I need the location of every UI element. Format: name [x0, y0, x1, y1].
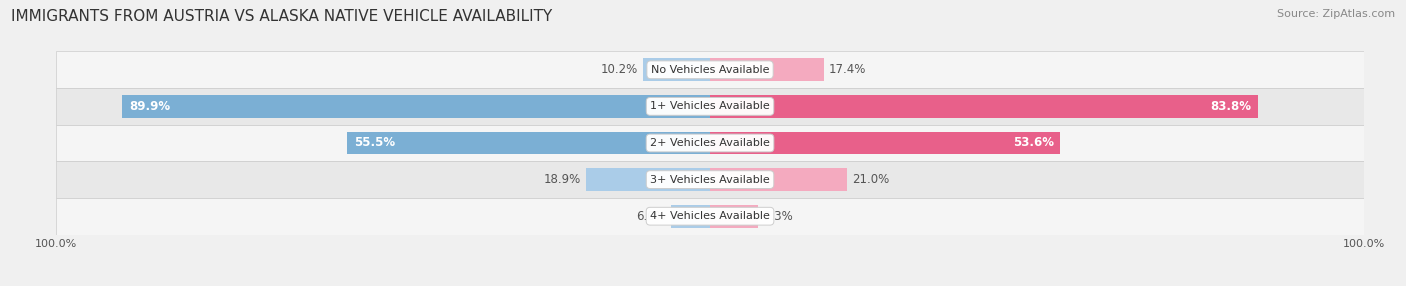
Bar [710, 95, 1258, 118]
Text: Source: ZipAtlas.com: Source: ZipAtlas.com [1277, 9, 1395, 19]
Text: 4+ Vehicles Available: 4+ Vehicles Available [650, 211, 770, 221]
Bar [56, 125, 1364, 161]
Bar [710, 58, 824, 81]
Text: 2+ Vehicles Available: 2+ Vehicles Available [650, 138, 770, 148]
Bar [710, 168, 848, 191]
Text: 7.3%: 7.3% [763, 210, 793, 223]
Bar [644, 58, 710, 81]
Text: 6.0%: 6.0% [636, 210, 665, 223]
Text: 53.6%: 53.6% [1012, 136, 1054, 150]
Text: 1+ Vehicles Available: 1+ Vehicles Available [650, 102, 770, 111]
Bar [710, 205, 758, 228]
Bar [56, 88, 1364, 125]
Text: 89.9%: 89.9% [129, 100, 170, 113]
Text: 17.4%: 17.4% [830, 63, 866, 76]
Text: 83.8%: 83.8% [1211, 100, 1251, 113]
Text: IMMIGRANTS FROM AUSTRIA VS ALASKA NATIVE VEHICLE AVAILABILITY: IMMIGRANTS FROM AUSTRIA VS ALASKA NATIVE… [11, 9, 553, 23]
Text: 10.2%: 10.2% [600, 63, 638, 76]
Text: No Vehicles Available: No Vehicles Available [651, 65, 769, 75]
Bar [56, 161, 1364, 198]
Bar [710, 132, 1060, 154]
Text: 55.5%: 55.5% [354, 136, 395, 150]
Bar [586, 168, 710, 191]
Bar [122, 95, 710, 118]
Bar [671, 205, 710, 228]
Text: 18.9%: 18.9% [544, 173, 581, 186]
Bar [347, 132, 710, 154]
Text: 3+ Vehicles Available: 3+ Vehicles Available [650, 175, 770, 184]
Bar [56, 198, 1364, 235]
Bar [56, 51, 1364, 88]
Text: 21.0%: 21.0% [852, 173, 890, 186]
